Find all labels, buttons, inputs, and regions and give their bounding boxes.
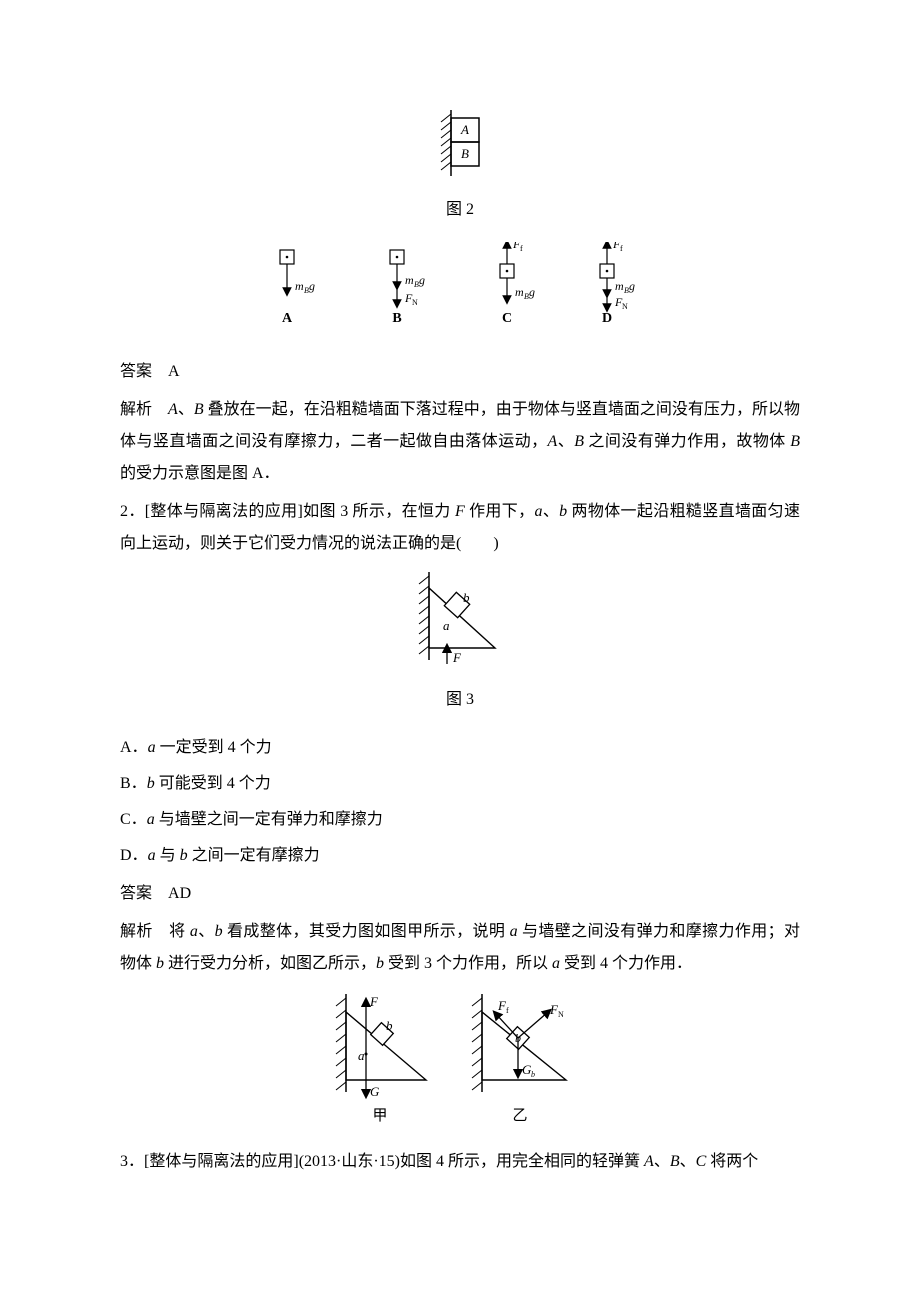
question-2: 2．[整体与隔离法的应用]如图 3 所示，在恒力 F 作用下，a、b 两物体一起… xyxy=(120,496,800,560)
fbd-row: m B g A m B g F N B F f xyxy=(120,242,800,350)
svg-text:m: m xyxy=(615,279,624,293)
fig-jia: b a F G 甲 xyxy=(336,994,426,1124)
answer-1-value: A xyxy=(168,363,180,380)
answer-1: 答案 A xyxy=(120,356,800,388)
figure-2-caption: 图 2 xyxy=(120,194,800,226)
svg-text:N: N xyxy=(412,298,418,307)
svg-text:g: g xyxy=(419,273,425,287)
explain-2-label: 解析 xyxy=(120,923,153,940)
svg-text:D: D xyxy=(602,311,612,326)
q2-option-C: C．a 与墙壁之间一定有弹力和摩擦力 xyxy=(120,804,800,836)
svg-text:N: N xyxy=(558,1010,564,1019)
svg-text:f: f xyxy=(620,244,623,253)
svg-text:N: N xyxy=(622,302,628,311)
explain-1-label: 解析 xyxy=(120,401,152,418)
fig2-label-B: B xyxy=(461,146,469,161)
svg-text:C: C xyxy=(502,311,512,326)
fig2-svg: A B xyxy=(433,108,487,178)
fig3-b-label: b xyxy=(463,590,470,605)
fbd-A: m B g A xyxy=(280,250,315,326)
svg-text:g: g xyxy=(529,285,535,299)
svg-text:G: G xyxy=(370,1084,380,1099)
q2-option-A: A．a 一定受到 4 个力 xyxy=(120,732,800,764)
q3-source: (2013·山东·15) xyxy=(299,1153,400,1170)
q2-option-D: D．a 与 b 之间一定有摩擦力 xyxy=(120,840,800,872)
svg-text:a: a xyxy=(358,1048,365,1063)
figure-jiayi: b a F G 甲 xyxy=(120,988,800,1140)
fig2-label-A: A xyxy=(460,122,469,137)
fbd-C: F f m B g C xyxy=(500,242,535,326)
explain-2: 解析 将 a、b 看成整体，其受力图如图甲所示，说明 a 与墙壁之间没有弹力和摩… xyxy=(120,916,800,980)
fbd-D: F f m B g F N D xyxy=(600,242,635,326)
question-3: 3．[整体与隔离法的应用](2013·山东·15)如图 4 所示，用完全相同的轻… xyxy=(120,1146,800,1178)
svg-text:B: B xyxy=(392,311,401,326)
q2-number: 2． xyxy=(120,503,145,520)
figure-2-diagram: A B xyxy=(120,108,800,190)
explain-1: 解析 A、B 叠放在一起，在沿粗糙墙面下落过程中，由于物体与竖直墙面之间没有压力… xyxy=(120,394,800,490)
answer-2: 答案 AD xyxy=(120,878,800,910)
fig3-F-label: F xyxy=(452,650,462,665)
q3-tag: [整体与隔离法的应用] xyxy=(144,1153,299,1170)
answer-2-label: 答案 xyxy=(120,885,152,902)
svg-text:g: g xyxy=(309,279,315,293)
fig-yi-caption: 乙 xyxy=(512,1108,527,1124)
svg-text:m: m xyxy=(405,273,414,287)
svg-text:f: f xyxy=(506,1006,509,1015)
answer-2-value: AD xyxy=(168,885,191,902)
svg-text:A: A xyxy=(282,311,293,326)
fig-jia-caption: 甲 xyxy=(372,1108,387,1124)
answer-1-label: 答案 xyxy=(120,363,152,380)
svg-text:b: b xyxy=(531,1070,535,1079)
figure-3-diagram: b a F xyxy=(120,568,800,680)
q2-tag: [整体与隔离法的应用] xyxy=(145,503,303,520)
q3-number: 3． xyxy=(120,1153,144,1170)
svg-text:f: f xyxy=(520,244,523,253)
svg-text:g: g xyxy=(629,279,635,293)
svg-text:F: F xyxy=(369,994,379,1009)
svg-text:b: b xyxy=(386,1018,393,1033)
fbd-B: m B g F N B xyxy=(390,250,425,326)
q2-option-B: B．b 可能受到 4 个力 xyxy=(120,768,800,800)
svg-text:m: m xyxy=(515,285,524,299)
fig-yi: b F f F N G b 乙 xyxy=(472,994,566,1124)
figure-3-caption: 图 3 xyxy=(120,684,800,716)
svg-text:m: m xyxy=(295,279,304,293)
fig3-a-label: a xyxy=(443,618,450,633)
